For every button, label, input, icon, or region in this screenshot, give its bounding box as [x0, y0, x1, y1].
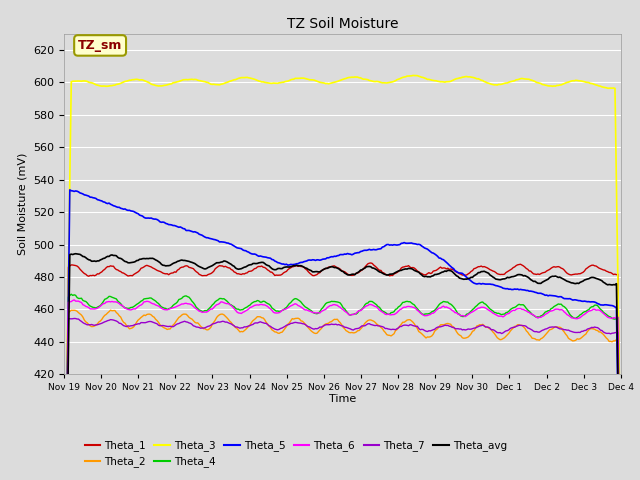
Line: Theta_2: Theta_2	[64, 310, 621, 480]
Theta_6	[614, 314, 621, 320]
Theta_7	[614, 329, 621, 335]
Theta_1	[346, 272, 354, 278]
Title: TZ Soil Moisture: TZ Soil Moisture	[287, 17, 398, 31]
Theta_6	[541, 312, 549, 317]
Theta_7	[70, 315, 78, 321]
Theta_1	[367, 260, 374, 266]
Theta_2	[541, 332, 549, 338]
Theta_2	[458, 335, 466, 341]
Theta_1	[79, 269, 87, 275]
Line: Theta_3: Theta_3	[64, 75, 621, 480]
Theta_2	[79, 314, 87, 320]
Theta_3	[97, 83, 104, 89]
Theta_6	[81, 302, 88, 308]
Theta_7	[81, 321, 88, 326]
Theta_5	[614, 399, 621, 405]
Theta_4	[81, 298, 88, 304]
Theta_3	[346, 74, 354, 80]
Theta_avg	[541, 278, 549, 284]
Legend: Theta_1, Theta_2, Theta_3, Theta_4, Theta_5, Theta_6, Theta_7, Theta_avg: Theta_1, Theta_2, Theta_3, Theta_4, Thet…	[81, 436, 511, 471]
Theta_3	[412, 72, 420, 78]
Theta_7	[348, 327, 356, 333]
Theta_6	[458, 312, 466, 318]
Theta_5	[81, 192, 88, 198]
Theta_1	[614, 271, 621, 277]
Theta_1	[541, 269, 549, 275]
Text: TZ_sm: TZ_sm	[78, 39, 122, 52]
Theta_2	[348, 330, 356, 336]
Theta_avg	[458, 276, 466, 282]
Theta_4	[458, 313, 466, 319]
Theta_2	[97, 318, 104, 324]
Theta_5	[541, 292, 549, 298]
Theta_avg	[81, 254, 88, 260]
Theta_2	[107, 307, 115, 313]
Theta_avg	[348, 271, 356, 277]
Theta_7	[98, 320, 106, 326]
Theta_3	[458, 74, 466, 80]
Line: Theta_avg: Theta_avg	[64, 254, 621, 480]
Theta_5	[348, 252, 356, 258]
Y-axis label: Soil Moisture (mV): Soil Moisture (mV)	[17, 153, 28, 255]
Line: Theta_1: Theta_1	[64, 263, 621, 480]
Line: Theta_5: Theta_5	[64, 190, 621, 480]
Theta_5	[98, 198, 106, 204]
Theta_7	[541, 326, 549, 332]
Theta_6	[70, 297, 78, 303]
Theta_4	[67, 291, 75, 297]
Theta_3	[79, 78, 87, 84]
Line: Theta_7: Theta_7	[64, 318, 621, 480]
Theta_5	[66, 187, 74, 193]
Theta_1	[97, 270, 104, 276]
Theta_3	[541, 82, 549, 88]
Theta_4	[98, 301, 106, 307]
Theta_3	[617, 472, 625, 478]
Theta_avg	[614, 377, 621, 383]
Theta_4	[614, 314, 621, 320]
Line: Theta_4: Theta_4	[64, 294, 621, 480]
Theta_4	[348, 312, 356, 317]
Theta_4	[541, 309, 549, 315]
Theta_7	[458, 327, 466, 333]
Theta_2	[614, 335, 621, 341]
X-axis label: Time: Time	[329, 394, 356, 404]
Theta_avg	[72, 251, 79, 257]
Line: Theta_6: Theta_6	[64, 300, 621, 480]
Theta_6	[348, 312, 356, 318]
Theta_3	[614, 279, 621, 285]
Theta_avg	[98, 256, 106, 262]
Theta_6	[98, 302, 106, 308]
Theta_5	[458, 271, 466, 276]
Theta_1	[458, 272, 466, 278]
